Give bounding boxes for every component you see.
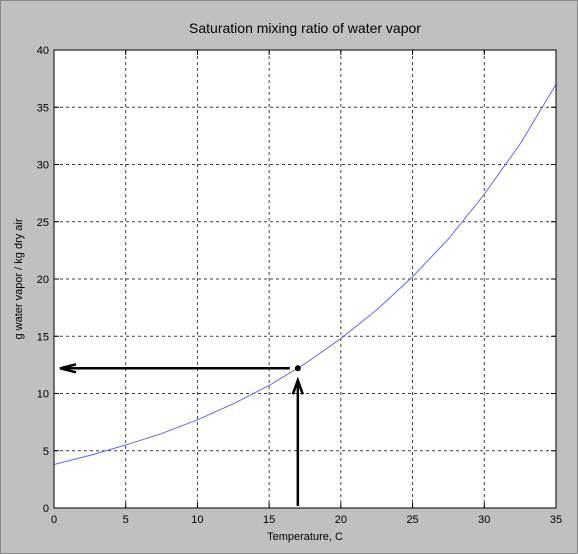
vertical-arrow-head [291,376,305,395]
y-tick-label: 25 [37,217,49,229]
plot-area [54,50,556,508]
annotation-point [294,365,301,372]
y-tick-label: 10 [37,389,49,401]
y-tick-label: 30 [37,160,49,172]
x-tick-label: 20 [335,514,347,526]
x-tick-label: 5 [123,514,129,526]
y-axis-label: g water vapor / kg dry air [13,218,25,339]
y-tick-label: 5 [43,446,49,458]
grid [54,50,556,508]
y-tick-label: 0 [43,503,49,515]
ticks: 0 5 10 15 20 25 30 35 0 5 10 15 20 25 30 35 40 [37,45,562,526]
horizontal-arrow-head [59,363,77,374]
x-tick-label: 30 [478,514,490,526]
annotation [59,363,305,506]
x-tick-label: 25 [406,514,418,526]
x-axis-label: Temperature, C [267,531,343,543]
series-layer [53,84,557,465]
series-line [53,84,557,465]
x-tick-label: 35 [550,514,562,526]
y-tick-label: 40 [37,45,49,57]
y-tick-label: 15 [37,331,49,343]
x-tick-label: 15 [263,514,275,526]
y-tick-label: 20 [37,274,49,286]
x-tick-label: 0 [51,514,57,526]
y-tick-label: 35 [37,102,49,114]
chart-title: Saturation mixing ratio of water vapor [189,20,421,36]
x-tick-label: 10 [191,514,203,526]
